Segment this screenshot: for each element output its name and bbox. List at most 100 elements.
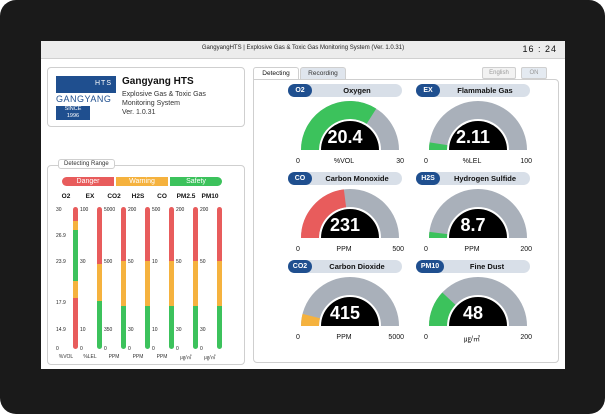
gauge-co: CO Carbon Monoxide 231 0 PPM 500: [288, 172, 412, 258]
right-column: Detecting Recording English ON O2 Oxygen 2…: [253, 67, 559, 367]
gauge-header: H2S Hydrogen Sulfide: [416, 172, 530, 185]
gauge-dial: [429, 277, 527, 327]
range-tick: 200: [128, 207, 137, 213]
range-bar-segment: [73, 280, 78, 298]
gauge-dial: [301, 189, 399, 239]
gauge-max: 30: [396, 158, 404, 165]
legend-warning: Warning: [116, 177, 168, 186]
tab-detecting[interactable]: Detecting: [253, 67, 299, 79]
clock: 16 : 24: [522, 44, 557, 54]
gauge-name: Hydrogen Sulfide: [453, 174, 517, 183]
range-bar-segment: [169, 207, 174, 261]
left-column: HTS GANGYANG SINCE 1996 Gangyang HTS Expl…: [47, 67, 251, 365]
legend-safety: Safety: [170, 177, 222, 186]
range-tick: 50: [200, 259, 206, 265]
range-bar-segment: [193, 260, 198, 307]
range-bar-segment: [97, 263, 102, 301]
gauge-min: 0: [424, 246, 428, 253]
range-bar-segment: [73, 229, 78, 281]
range-col-head: CO2: [107, 193, 121, 200]
range-bar-segment: [169, 260, 174, 307]
gauge-header: CO Carbon Monoxide: [288, 172, 402, 185]
range-tick: 0: [176, 346, 179, 352]
range-col-unit: PPM: [132, 354, 144, 360]
gauge-hub: [321, 297, 379, 326]
gauge-unit: ㎍/㎥: [464, 336, 480, 343]
brand-line-1: Explosive Gas & Toxic Gas: [122, 91, 206, 98]
gauge-name: Oxygen: [343, 86, 371, 95]
logo-since-text: SINCE: [64, 106, 82, 112]
gauge-unit: %LEL: [462, 158, 482, 165]
gauge-dial: [301, 277, 399, 327]
brand-version: Ver. 1.0.31: [122, 109, 156, 116]
gauge-hub: [449, 297, 507, 326]
range-tick: 50: [176, 259, 182, 265]
gauge-co2: CO2 Carbon Dioxide 415 0 PPM 5000: [288, 260, 412, 346]
gauge-code: EX: [416, 84, 440, 97]
range-tick: 0: [152, 346, 155, 352]
gauge-hub: [449, 121, 507, 150]
gauge-header: PM10 Fine Dust: [416, 260, 530, 273]
gauge-value: 20.4: [327, 127, 363, 147]
gauge-min: 0: [424, 334, 428, 341]
logo-year: 1996: [66, 113, 80, 119]
on-button[interactable]: ON: [521, 67, 547, 79]
gauge-track: [429, 189, 527, 239]
title-bar: GangyangHTS | Explosive Gas & Toxic Gas …: [41, 41, 565, 59]
range-bar-segment: [97, 300, 102, 349]
range-bar-segment: [97, 207, 102, 264]
range-tick: 30: [200, 327, 206, 333]
range-tick: 26.9: [56, 233, 66, 239]
detecting-range-tab: Detecting Range: [58, 159, 115, 169]
range-bar-segment: [217, 306, 222, 349]
gauge-track: [429, 101, 527, 151]
gauge-track: [301, 277, 399, 327]
gauge-hub: [449, 209, 507, 238]
gauge-pm10: PM10 Fine Dust 48 0 ㎍/㎥ 200: [416, 260, 540, 346]
range-col-unit: ㎍/㎥: [204, 355, 216, 361]
gauge-unit: PPM: [464, 246, 480, 253]
range-tick: 0: [200, 346, 203, 352]
gauge-dial: [301, 101, 399, 151]
range-col-unit: ㎍/㎥: [180, 355, 192, 361]
range-tick: 500: [152, 207, 161, 213]
gauge-name: Fine Dust: [469, 262, 505, 271]
range-tick: 17.9: [56, 300, 66, 306]
tab-recording[interactable]: Recording: [300, 67, 346, 79]
range-col-unit: %VOL: [58, 354, 74, 360]
brand-line-2: Monitoring System: [122, 100, 180, 107]
range-bar: [169, 207, 174, 349]
english-button[interactable]: English: [482, 67, 516, 79]
gauge-value: 48: [462, 303, 484, 323]
range-tick: 100: [80, 207, 89, 213]
gauge-min: 0: [296, 246, 300, 253]
range-bar: [73, 207, 78, 349]
range-bar-segment: [121, 260, 126, 307]
gauge-value: 2.11: [455, 127, 491, 147]
gauge-value: 8.7: [460, 215, 486, 235]
gauge-value: 231: [329, 215, 361, 235]
gauge-header: O2 Oxygen: [288, 84, 402, 97]
range-tick: 30: [128, 327, 134, 333]
company-logo: HTS GANGYANG SINCE 1996: [56, 76, 116, 120]
range-tick: 30: [176, 327, 182, 333]
range-tick: 10: [80, 327, 86, 333]
range-tick: 0: [56, 346, 59, 352]
range-bar: [193, 207, 198, 349]
gauge-fill: [301, 189, 347, 239]
range-col-unit: PPM: [108, 354, 120, 360]
range-bar-segment: [217, 260, 222, 307]
range-col-head: H2S: [131, 193, 145, 200]
range-tick: 200: [176, 207, 185, 213]
range-col-head: CO: [157, 193, 167, 200]
range-bar-segment: [217, 207, 222, 261]
detecting-range-panel: Detecting Range Danger Warning Safety O2 30…: [47, 159, 245, 365]
range-col-head: PM10: [201, 193, 219, 200]
legend-danger: Danger: [62, 177, 114, 186]
range-tick: 30: [80, 259, 86, 265]
gauge-max: 500: [392, 246, 404, 253]
range-bar-segment: [121, 207, 126, 261]
gauge-ex: EX Flammable Gas 2.11 0 %LEL 100: [416, 84, 540, 170]
range-tick: 14.9: [56, 327, 66, 333]
gauge-code: CO2: [288, 260, 312, 273]
